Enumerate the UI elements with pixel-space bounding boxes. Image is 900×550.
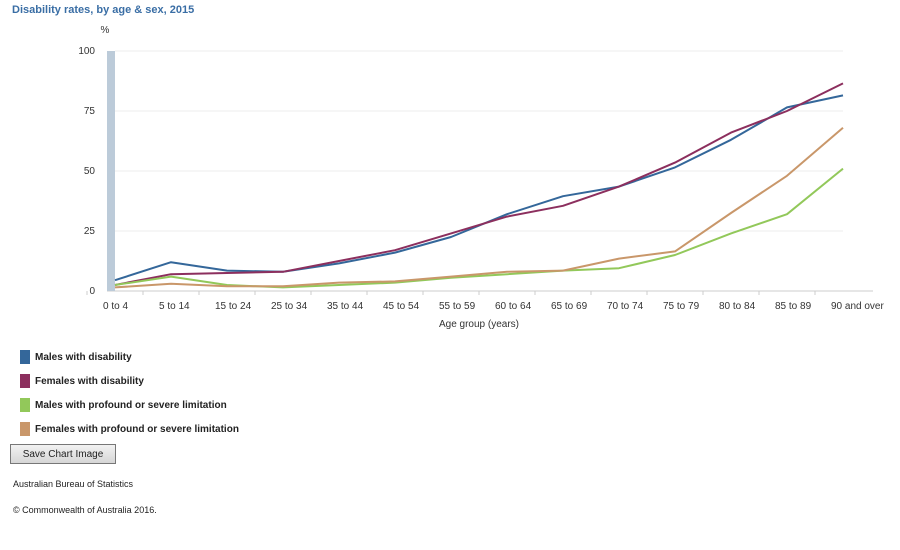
- line-chart: 0 25 50 75 100 0 to 4 5 to 14 15 to 24 25 to 34…: [0, 0, 900, 340]
- legend-label: Males with disability: [35, 352, 132, 363]
- legend-swatch: [20, 374, 30, 388]
- y-tick-labels: 0 25 50 75 100: [78, 46, 95, 297]
- y-tick-label: 0: [89, 286, 95, 297]
- x-tick-label: 5 to 14: [159, 301, 190, 312]
- y-tick-label: 100: [78, 46, 95, 57]
- legend: Males with disability Females with disab…: [20, 345, 239, 441]
- x-tick-label: 70 to 74: [607, 301, 644, 312]
- x-tick-label: 25 to 34: [271, 301, 308, 312]
- x-tick-label: 35 to 44: [327, 301, 364, 312]
- series-line-1[interactable]: [115, 83, 843, 285]
- legend-label: Males with profound or severe limitation: [35, 400, 227, 411]
- y-axis-label: %: [101, 25, 110, 36]
- x-tick-label: 60 to 64: [495, 301, 532, 312]
- legend-item[interactable]: Females with profound or severe limitati…: [20, 417, 239, 441]
- source-text: Australian Bureau of Statistics: [13, 479, 133, 489]
- grid: [107, 51, 873, 291]
- copyright-text: © Commonwealth of Australia 2016.: [13, 505, 157, 515]
- x-tick-label: 90 and over: [831, 301, 884, 312]
- y-tick-label: 25: [84, 226, 96, 237]
- legend-item[interactable]: Males with disability: [20, 345, 239, 369]
- y-tick-label: 50: [84, 166, 96, 177]
- x-tick-label: 75 to 79: [663, 301, 700, 312]
- series-lines: [115, 83, 843, 287]
- legend-label: Females with profound or severe limitati…: [35, 424, 239, 435]
- y-axis-bar: [107, 51, 115, 291]
- legend-item[interactable]: Females with disability: [20, 369, 239, 393]
- legend-swatch: [20, 398, 30, 412]
- legend-label: Females with disability: [35, 376, 144, 387]
- x-tick-label: 85 to 89: [775, 301, 812, 312]
- legend-item[interactable]: Males with profound or severe limitation: [20, 393, 239, 417]
- y-tick-label: 75: [84, 106, 96, 117]
- x-tick-label: 55 to 59: [439, 301, 476, 312]
- x-tick-label: 65 to 69: [551, 301, 588, 312]
- save-chart-image-button[interactable]: Save Chart Image: [10, 444, 116, 464]
- x-axis-label: Age group (years): [439, 319, 519, 330]
- x-tick-labels: 0 to 4 5 to 14 15 to 24 25 to 34 35 to 44 45 …: [87, 291, 884, 312]
- x-tick-label: 80 to 84: [719, 301, 756, 312]
- legend-swatch: [20, 350, 30, 364]
- x-tick-label: 15 to 24: [215, 301, 252, 312]
- x-tick-label: 0 to 4: [103, 301, 128, 312]
- legend-swatch: [20, 422, 30, 436]
- series-line-0[interactable]: [115, 95, 843, 280]
- x-tick-label: 45 to 54: [383, 301, 420, 312]
- series-line-3[interactable]: [115, 128, 843, 288]
